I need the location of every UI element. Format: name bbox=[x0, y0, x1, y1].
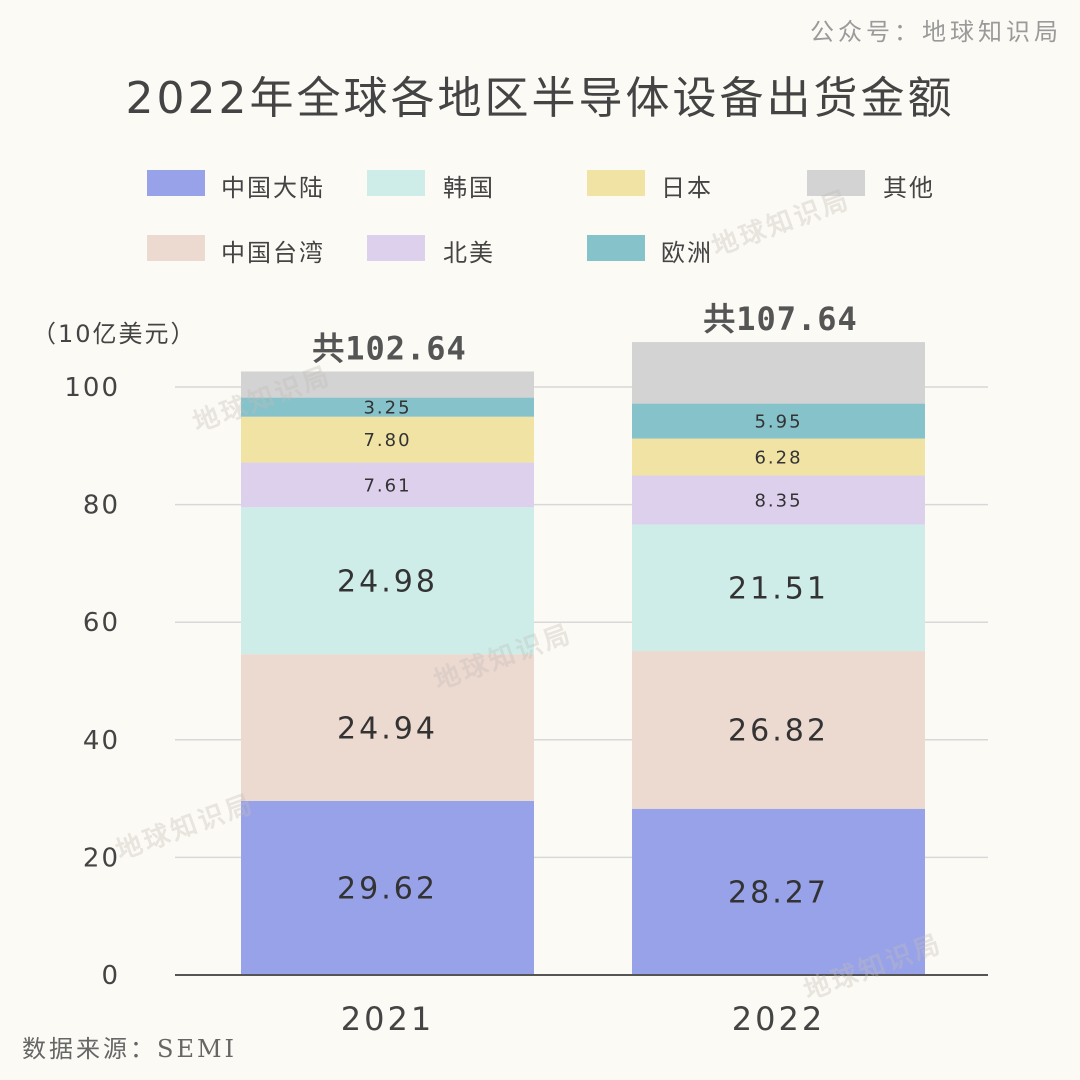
bar-segment bbox=[241, 416, 534, 463]
legend-label: 北美 bbox=[443, 239, 495, 267]
legend-label: 日本 bbox=[661, 174, 713, 202]
legend-swatch bbox=[147, 235, 205, 261]
bar-total-label: 共102.64 bbox=[312, 329, 467, 367]
y-ticks: 0 20 40 60 80 100 bbox=[64, 373, 120, 991]
bar-segment bbox=[241, 507, 534, 655]
segment-value-label: 5.95 bbox=[754, 412, 802, 433]
y-tick-label: 20 bbox=[83, 843, 120, 873]
segment-value-label: 24.98 bbox=[337, 565, 438, 600]
legend-swatch bbox=[367, 235, 425, 261]
segment-value-label: 6.28 bbox=[754, 448, 802, 469]
bar-segment bbox=[241, 462, 534, 508]
data-source: 数据来源：SEMI bbox=[22, 1035, 238, 1063]
legend-swatch bbox=[367, 170, 425, 196]
bar-segment bbox=[632, 438, 925, 476]
bar-totals: 共102.64 共107.64 bbox=[312, 300, 858, 367]
legend-swatch bbox=[807, 170, 865, 196]
segment-value-label: 21.51 bbox=[728, 572, 829, 607]
segment-labels: 29.62 24.94 24.98 7.61 7.80 3.25 28.27 26.82 21.… bbox=[337, 398, 829, 911]
watermark: 地球知识局 bbox=[708, 185, 855, 263]
bars bbox=[241, 342, 925, 975]
legend-label: 欧洲 bbox=[661, 239, 713, 267]
bar-segment bbox=[632, 651, 925, 809]
segment-value-label: 26.82 bbox=[728, 714, 829, 749]
legend-label: 其他 bbox=[883, 174, 935, 202]
bar-segment bbox=[632, 524, 925, 652]
bar-segment bbox=[241, 397, 534, 417]
chart-title: 2022年全球各地区半导体设备出货金额 bbox=[125, 73, 955, 124]
segment-value-label: 28.27 bbox=[728, 876, 829, 911]
y-tick-label: 80 bbox=[83, 491, 120, 521]
bar-segment bbox=[632, 808, 925, 975]
bar-segment bbox=[241, 800, 534, 975]
y-tick-label: 100 bbox=[64, 373, 120, 403]
y-axis-label: （10亿美元） bbox=[32, 320, 197, 348]
bar-segment bbox=[632, 475, 925, 525]
legend-swatch bbox=[147, 170, 205, 196]
x-tick-label: 2021 bbox=[341, 1000, 434, 1038]
legend-label: 中国大陆 bbox=[221, 174, 325, 202]
legend-label: 中国台湾 bbox=[221, 239, 325, 267]
x-tick-labels: 2021 2022 bbox=[341, 1000, 825, 1038]
bar-segment bbox=[241, 654, 534, 801]
legend-label: 韩国 bbox=[443, 174, 495, 202]
segment-value-label: 7.80 bbox=[363, 430, 411, 451]
segment-value-label: 8.35 bbox=[754, 491, 802, 512]
account-label: 公众号：地球知识局 bbox=[810, 18, 1062, 46]
bar-segment bbox=[632, 342, 925, 404]
bar-segment bbox=[632, 403, 925, 439]
y-tick-label: 40 bbox=[83, 726, 120, 756]
segment-value-label: 24.94 bbox=[337, 711, 438, 746]
y-tick-label: 60 bbox=[83, 608, 120, 638]
bar-total-label: 共107.64 bbox=[703, 300, 858, 338]
legend-swatch bbox=[587, 170, 645, 196]
x-tick-label: 2022 bbox=[732, 1000, 825, 1038]
bar-segment bbox=[241, 371, 534, 398]
segment-value-label: 7.61 bbox=[363, 475, 411, 496]
legend-swatch bbox=[587, 235, 645, 261]
y-tick-label: 0 bbox=[101, 961, 120, 991]
segment-value-label: 3.25 bbox=[363, 398, 411, 419]
watermark: 地球知识局 bbox=[112, 789, 259, 867]
segment-value-label: 29.62 bbox=[337, 872, 438, 907]
